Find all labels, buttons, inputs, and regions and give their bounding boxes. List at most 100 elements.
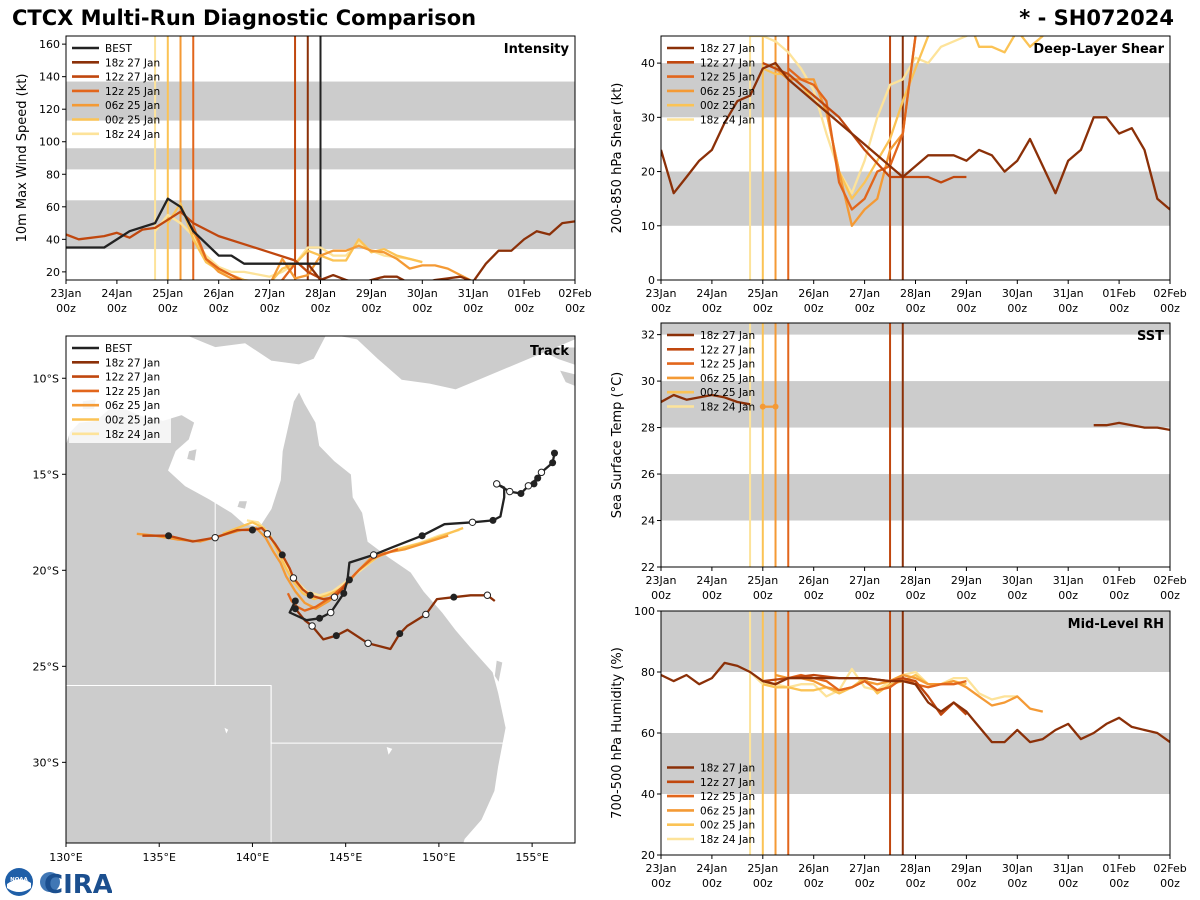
track-point-filled <box>332 632 340 640</box>
series-12z-25-jan <box>192 225 297 280</box>
xtick-hour-intensity: 00z <box>565 302 585 315</box>
lon-tick-label: 135°E <box>142 851 175 864</box>
xtick-hour-intensity: 00z <box>311 302 331 315</box>
track-point-open <box>308 622 316 630</box>
island-3 <box>494 660 503 682</box>
track-point-filled <box>450 593 458 601</box>
legend-label-12z-27-jan: 12z 27 Jan <box>700 344 755 356</box>
track-point-open <box>263 530 272 538</box>
ytick-label-rh: 20 <box>641 849 655 862</box>
panel-shear: 0 10 20 30 40 23Jan 00z 24Jan 00z 25Jan 00z 26Jan 00… <box>610 35 1187 315</box>
panel-title-intensity: Intensity <box>504 42 570 57</box>
panel-track: 130°E 135°E 140°E 145°E 150°E 155°E 10°S 15°S 20… <box>33 335 576 864</box>
ytick-label-intensity: 20 <box>46 266 60 279</box>
ytick-label-sst: 28 <box>641 422 655 435</box>
legend-label-18z-27-jan: 18z 27 Jan <box>105 57 160 69</box>
legend-label-18z-27-jan: 18z 27 Jan <box>700 330 755 342</box>
xtick-date-intensity: 27Jan <box>254 287 285 300</box>
track-point-filled <box>165 532 173 540</box>
band-shear-0 <box>661 171 1170 226</box>
track-point-open <box>327 608 335 617</box>
xtick-hour-rh: 00z <box>1109 877 1129 890</box>
xtick-date-rh: 27Jan <box>849 862 880 875</box>
legend-label-00z-25-jan: 00z 25 Jan <box>105 415 160 427</box>
legend-label-18z-24-jan: 18z 24 Jan <box>700 402 755 414</box>
panel-title-rh: Mid-Level RH <box>1068 617 1164 632</box>
ylabel-intensity: 10m Max Wind Speed (kt) <box>15 74 30 243</box>
xtick-hour-intensity: 00z <box>412 302 432 315</box>
track-point-filled <box>316 614 324 622</box>
lat-tick-label: 30°S <box>33 756 59 769</box>
legend-label-18z-24-jan: 18z 24 Jan <box>105 429 160 441</box>
xtick-date-intensity: 25Jan <box>152 287 183 300</box>
legend-label-18z-24-jan: 18z 24 Jan <box>700 834 755 846</box>
series-06z-25-jan <box>179 206 473 280</box>
panel-sst: 22 24 26 28 30 32 23Jan 00z 24Jan 00z 25Jan 00z 26Ja… <box>610 322 1187 602</box>
track-point-filled <box>517 489 525 497</box>
xtick-date-intensity: 26Jan <box>203 287 234 300</box>
xtick-date-rh: 02Feb <box>1153 862 1186 875</box>
series-12z-27-jan <box>762 673 968 716</box>
ytick-label-rh: 100 <box>634 605 655 618</box>
xtick-hour-rh: 00z <box>651 877 671 890</box>
lat-tick-label: 10°S <box>33 372 59 385</box>
legend-label-12z-27-jan: 12z 27 Jan <box>700 777 755 789</box>
xtick-hour-sst: 00z <box>753 589 773 602</box>
island-4 <box>224 727 229 734</box>
track-point-open <box>422 610 430 619</box>
xtick-hour-intensity: 00z <box>158 302 178 315</box>
xtick-hour-sst: 00z <box>906 589 926 602</box>
xtick-date-intensity: 30Jan <box>407 287 438 300</box>
island-solomons-0 <box>535 347 575 365</box>
lat-tick-label: 20°S <box>33 564 59 577</box>
series-00z-25-jan <box>762 36 1044 200</box>
legend-label-06z-25-jan: 06z 25 Jan <box>700 373 755 385</box>
ytick-label-shear: 20 <box>641 166 655 179</box>
legend-label-00z-25-jan: 00z 25 Jan <box>700 100 755 112</box>
figure-title: CTCX Multi-Run Diagnostic Comparison <box>12 6 477 30</box>
lon-tick-label: 145°E <box>329 851 362 864</box>
track-point-open <box>492 480 501 488</box>
xtick-date-shear: 23Jan <box>646 287 677 300</box>
ytick-label-shear: 10 <box>641 220 655 233</box>
xtick-hour-rh: 00z <box>804 877 824 890</box>
xtick-date-intensity: 24Jan <box>101 287 132 300</box>
track-point-open <box>524 482 533 490</box>
track-point-filled <box>418 532 426 540</box>
track-point-filled <box>530 480 538 488</box>
xtick-date-shear: 30Jan <box>1002 287 1033 300</box>
xtick-date-rh: 29Jan <box>951 862 982 875</box>
xtick-date-sst: 31Jan <box>1053 574 1084 587</box>
ytick-label-intensity: 80 <box>46 168 60 181</box>
legend-label-12z-27-jan: 12z 27 Jan <box>105 72 160 84</box>
xtick-date-sst: 25Jan <box>747 574 778 587</box>
xtick-date-rh: 26Jan <box>798 862 829 875</box>
xtick-hour-shear: 00z <box>855 302 875 315</box>
xtick-hour-shear: 00z <box>1007 302 1027 315</box>
xtick-date-intensity: 28Jan <box>305 287 336 300</box>
panel-title-shear: Deep-Layer Shear <box>1033 42 1164 57</box>
xtick-date-sst: 30Jan <box>1002 574 1033 587</box>
band-sst-2 <box>661 323 1170 335</box>
track-point-filled <box>345 576 353 584</box>
legend-label-12z-27-jan: 12z 27 Jan <box>700 57 755 69</box>
legend-label-12z-25-jan: 12z 25 Jan <box>105 386 160 398</box>
xtick-hour-rh: 00z <box>1058 877 1078 890</box>
xtick-hour-intensity: 00z <box>514 302 534 315</box>
ytick-label-intensity: 60 <box>46 201 60 214</box>
xtick-date-intensity: 31Jan <box>458 287 489 300</box>
xtick-date-rh: 28Jan <box>900 862 931 875</box>
series-06z-25-jan <box>774 36 917 227</box>
xtick-hour-sst: 00z <box>804 589 824 602</box>
track-18z-27-jan <box>294 594 496 651</box>
xtick-hour-intensity: 00z <box>56 302 76 315</box>
legend-label-06z-25-jan: 06z 25 Jan <box>105 400 160 412</box>
xtick-hour-sst: 00z <box>651 589 671 602</box>
ytick-label-sst: 22 <box>641 561 655 574</box>
series-18z-27-jan <box>661 61 1170 211</box>
xtick-hour-shear: 00z <box>1160 302 1180 315</box>
xtick-date-rh: 25Jan <box>747 862 778 875</box>
ytick-label-sst: 24 <box>641 515 655 528</box>
track-point-filled <box>549 459 557 467</box>
xtick-hour-intensity: 00z <box>209 302 229 315</box>
